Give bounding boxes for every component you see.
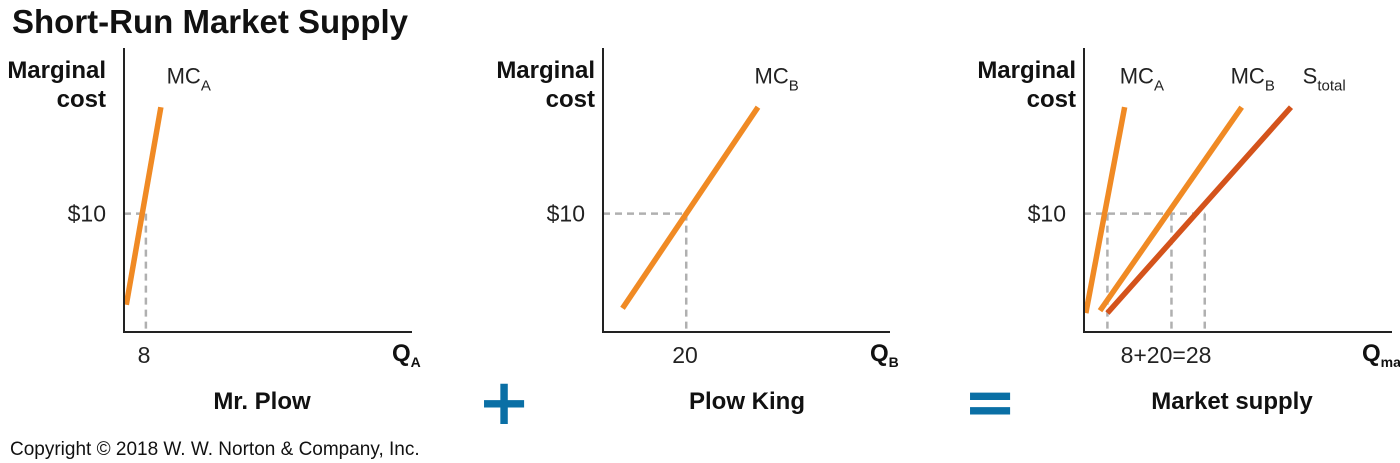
y-axis-label-line-1: Marginal <box>977 57 1076 84</box>
series-line-s-total <box>1105 105 1294 315</box>
y-axis-label-line-1: Marginal <box>496 57 595 84</box>
series-label-mc-b: MCB <box>1231 64 1275 95</box>
x-tick-label: 20 <box>672 342 698 368</box>
series-label-mc-b: MCB <box>755 64 799 95</box>
series-label-mc-a: MCA <box>1120 64 1164 95</box>
x-axis-label: QA <box>392 340 421 370</box>
series-label-s-total: Stotal <box>1303 64 1346 95</box>
x-tick-label: 8+20=28 <box>1121 342 1212 368</box>
panel-caption: Plow King <box>689 388 805 415</box>
y-tick-label: $10 <box>68 201 106 227</box>
series-line-mc-b <box>1097 105 1244 313</box>
figure-title: Short-Run Market Supply <box>12 3 409 40</box>
equals-operator: = <box>963 366 1017 440</box>
x-axis-label: QB <box>870 340 899 370</box>
series-label-mc-a: MCA <box>167 64 211 95</box>
panel-caption: Market supply <box>1151 388 1313 415</box>
y-tick-label: $10 <box>1028 201 1066 227</box>
panel-caption: Mr. Plow <box>213 388 311 415</box>
y-axis-label-line-2: cost <box>57 86 106 113</box>
series-line-mc-b <box>620 105 761 310</box>
copyright-note: Copyright © 2018 W. W. Norton & Company,… <box>10 439 420 460</box>
y-axis-label-line-2: cost <box>1027 86 1076 113</box>
y-tick-label: $10 <box>547 201 585 227</box>
series-line-mc-a <box>123 106 164 306</box>
x-tick-label: 8 <box>138 342 151 368</box>
series-line-mc-a <box>1083 106 1128 314</box>
y-axis-label-line-1: Marginal <box>7 57 106 84</box>
x-axis-label: Qmarket <box>1362 340 1400 370</box>
y-axis-label-line-2: cost <box>546 86 595 113</box>
plus-operator: + <box>477 366 531 440</box>
